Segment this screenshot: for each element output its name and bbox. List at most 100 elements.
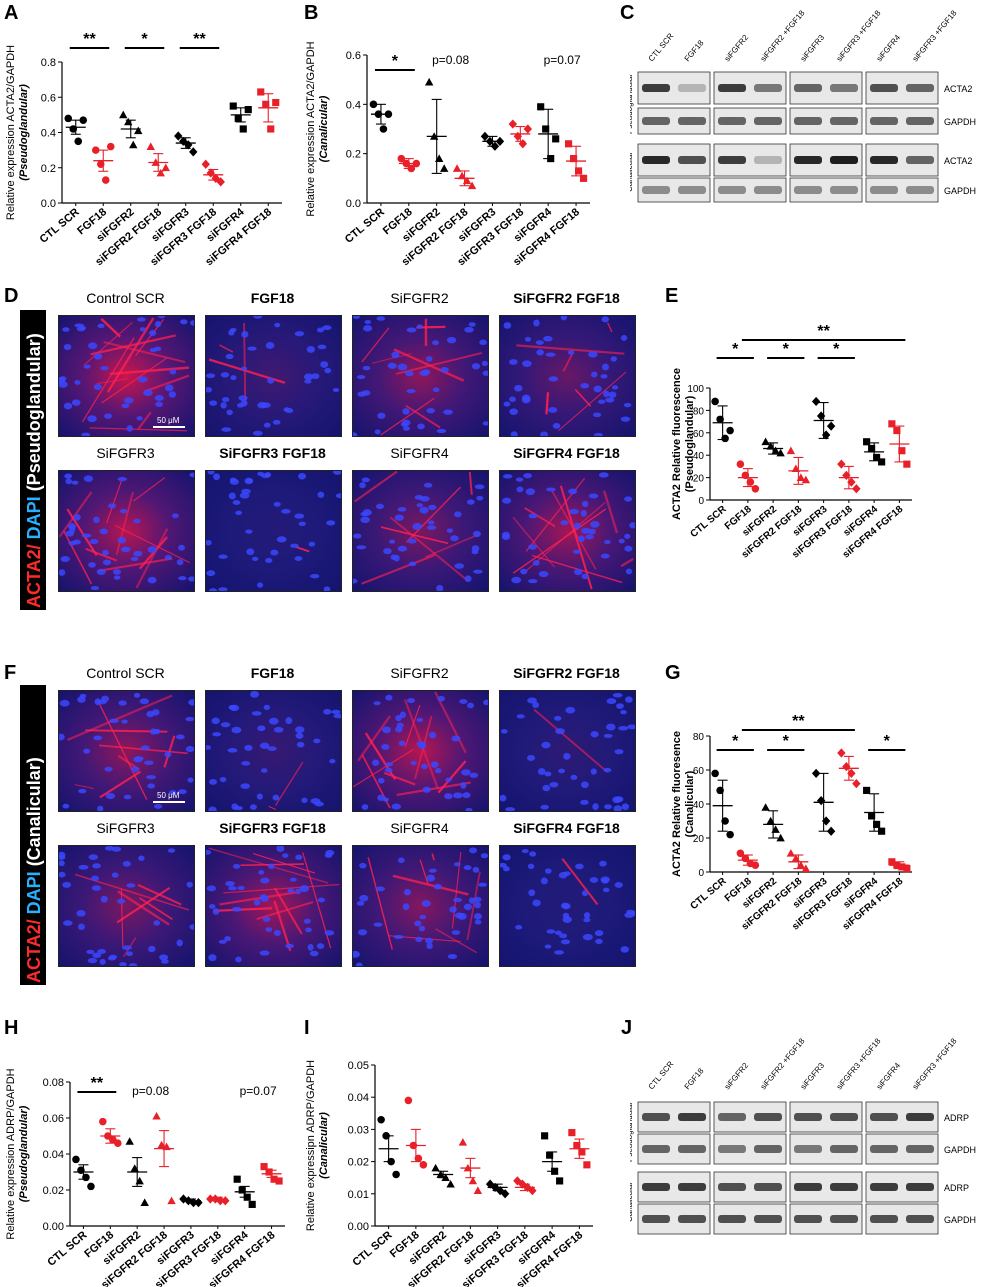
nucleus <box>500 729 508 734</box>
significance-label: ** <box>792 713 805 730</box>
nucleus <box>122 860 131 867</box>
nucleus <box>600 374 608 379</box>
nucleus <box>108 503 117 509</box>
nucleus <box>79 693 87 699</box>
micrograph-image: 50 μM <box>58 690 195 812</box>
nucleus <box>246 478 253 484</box>
nucleus <box>526 754 536 761</box>
nucleus <box>83 748 91 754</box>
y-axis-sublabel: (Pseudoglandular) <box>684 395 696 492</box>
nucleus <box>149 348 157 353</box>
y-tick-label: 0.00 <box>43 1221 64 1233</box>
band <box>906 117 934 125</box>
nucleus <box>258 870 265 875</box>
data-point <box>574 167 583 175</box>
x-tick-label: CTL SCR <box>343 206 387 246</box>
nucleus <box>417 423 425 430</box>
y-axis-label: Relative expression ACTA2/GAPDH <box>5 45 17 220</box>
nucleus <box>460 781 467 789</box>
data-point <box>837 748 846 758</box>
significance-label: ** <box>91 1075 104 1092</box>
band <box>906 156 934 164</box>
nucleus <box>178 576 187 581</box>
nucleus <box>186 881 193 888</box>
nucleus <box>260 768 268 773</box>
nucleus <box>426 942 433 950</box>
data-point <box>564 140 573 148</box>
nucleus <box>260 877 270 884</box>
actin-fiber <box>66 508 98 557</box>
nucleus <box>257 582 264 588</box>
lane-label: siFGFR3 <box>799 1061 827 1092</box>
nucleus <box>406 327 417 333</box>
nucleus <box>356 375 366 380</box>
nucleus <box>119 962 127 966</box>
nucleus <box>463 903 473 911</box>
data-point <box>716 415 724 424</box>
actin-fiber <box>137 411 152 430</box>
micrograph-grid-f: ACTA2/ DAPI (Canalicular) Control SCR 50 μ… <box>20 665 655 985</box>
nucleus <box>245 529 253 534</box>
nucleus <box>446 528 453 533</box>
nucleus <box>90 586 100 591</box>
nucleus <box>375 886 385 892</box>
nucleus <box>126 951 133 957</box>
nucleus <box>391 803 401 810</box>
actin-fiber <box>89 427 187 432</box>
data-point <box>174 131 183 141</box>
nucleus <box>509 359 518 365</box>
nucleus <box>483 699 488 706</box>
nucleus <box>188 576 194 582</box>
nucleus <box>558 933 568 939</box>
nucleus <box>600 553 610 559</box>
nucleus <box>59 733 65 741</box>
nucleus <box>542 784 551 792</box>
actin-fiber <box>96 378 128 385</box>
nucleus <box>503 866 510 872</box>
actin-fiber <box>98 557 173 572</box>
band <box>678 1113 706 1121</box>
actin-fiber <box>106 317 155 393</box>
nucleus <box>377 412 386 419</box>
y-tick-label: 0.6 <box>41 92 56 104</box>
nucleus <box>295 726 305 734</box>
data-point <box>721 434 729 443</box>
nucleus <box>454 563 465 569</box>
nucleus <box>540 804 549 810</box>
nucleus <box>359 894 369 902</box>
nucleus <box>294 331 305 337</box>
nucleus <box>422 786 431 793</box>
micrograph-image <box>205 690 342 812</box>
band <box>754 1183 782 1191</box>
nucleus <box>624 533 631 539</box>
nucleus <box>265 557 273 564</box>
micrograph-label: SiFGFR3 FGF18 <box>219 820 326 836</box>
y-tick-label: 0.0 <box>346 198 361 210</box>
actin-fiber <box>273 900 292 952</box>
nucleus <box>625 696 633 703</box>
data-point <box>467 181 477 190</box>
nucleus <box>532 899 541 907</box>
data-point <box>189 147 198 157</box>
nucleus <box>265 927 273 932</box>
nucleus <box>554 715 562 721</box>
nucleus <box>581 573 589 580</box>
nucleus <box>601 878 609 884</box>
nucleus <box>126 425 134 432</box>
nucleus <box>322 325 332 331</box>
y-axis-sublabel: (Canalicular) <box>684 770 696 837</box>
nucleus <box>154 320 162 328</box>
y-tick-label: 0.05 <box>348 1060 369 1072</box>
nucleus <box>563 752 571 760</box>
nucleus <box>476 495 484 501</box>
nucleus <box>241 761 251 766</box>
data-point <box>888 420 896 428</box>
nucleus <box>60 556 70 563</box>
nucleus <box>276 536 287 543</box>
nucleus <box>332 471 341 475</box>
y-tick-label: 0.08 <box>43 1077 64 1089</box>
nucleus <box>473 913 482 920</box>
nucleus <box>501 531 510 539</box>
x-tick-label: CTL SCR <box>688 875 729 912</box>
nucleus <box>440 367 449 373</box>
